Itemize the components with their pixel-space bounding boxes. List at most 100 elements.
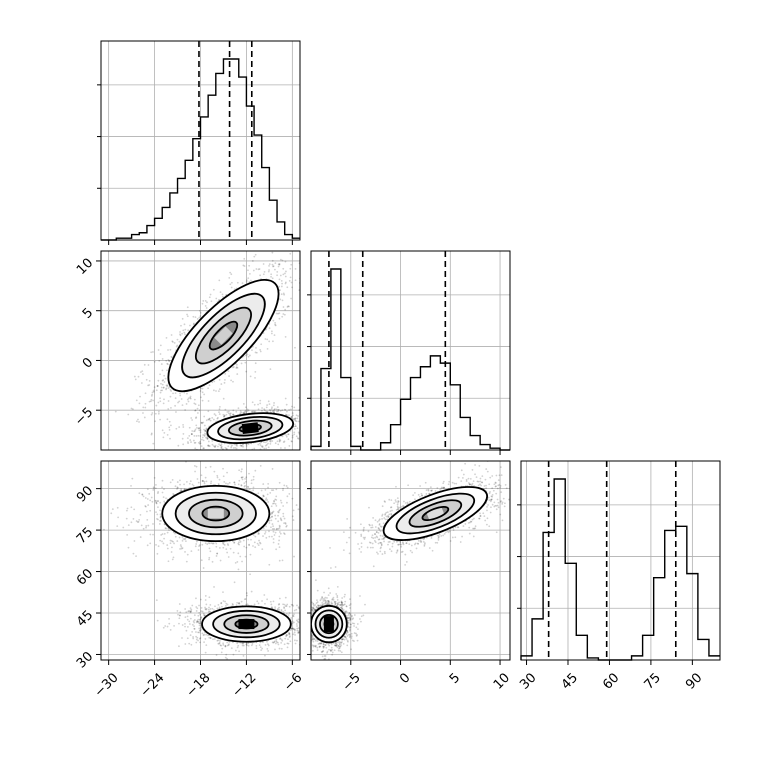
scatter-point — [149, 499, 152, 502]
scatter-point — [209, 293, 212, 296]
scatter-point — [292, 414, 294, 417]
scatter-point — [165, 387, 168, 390]
scatter-point — [244, 409, 247, 412]
scatter-point — [144, 402, 147, 405]
scatter-point — [195, 417, 197, 420]
scatter-point — [211, 381, 214, 384]
scatter-point — [218, 606, 221, 609]
scatter-point — [207, 418, 210, 421]
scatter-point — [286, 495, 289, 498]
scatter-point — [267, 400, 270, 403]
scatter-point — [323, 263, 325, 265]
scatter-point — [189, 480, 192, 483]
scatter-point — [234, 562, 237, 564]
scatter-point — [326, 225, 328, 227]
scatter-point — [208, 384, 211, 387]
scatter-point — [250, 538, 252, 541]
scatter-point — [147, 524, 150, 527]
scatter-point — [198, 409, 201, 412]
scatter-point — [249, 354, 251, 357]
scatter-point — [279, 298, 282, 301]
scatter-point — [193, 398, 196, 401]
scatter-point — [302, 549, 304, 551]
scatter-point — [258, 268, 261, 270]
scatter-point — [193, 322, 195, 325]
scatter-point — [195, 435, 198, 437]
scatter-point — [284, 260, 287, 263]
scatter-point — [230, 445, 233, 448]
contour-line — [217, 416, 284, 441]
scatter-point — [205, 428, 208, 431]
scatter-point — [265, 447, 268, 450]
scatter-point — [130, 484, 132, 487]
scatter-point — [198, 545, 200, 548]
scatter-point — [169, 395, 172, 398]
scatter-point — [134, 378, 137, 381]
scatter-point — [185, 560, 188, 563]
scatter-point — [294, 425, 297, 428]
scatter-point — [183, 488, 186, 491]
scatter-point — [186, 553, 189, 556]
scatter-point — [232, 409, 235, 412]
scatter-point — [186, 398, 189, 401]
scatter-point — [194, 441, 197, 444]
scatter-point — [249, 573, 251, 576]
scatter-point — [284, 308, 287, 311]
scatter-point — [157, 491, 160, 493]
scatter-point — [200, 421, 203, 424]
scatter-point — [232, 447, 235, 449]
scatter-point — [251, 410, 254, 413]
scatter-point — [188, 482, 191, 485]
scatter-point — [131, 408, 134, 411]
scatter-point — [240, 484, 243, 486]
scatter-point — [275, 527, 278, 530]
scatter-point — [283, 293, 286, 296]
scatter-point — [183, 331, 186, 334]
scatter-point — [262, 273, 265, 276]
scatter-point — [278, 440, 281, 443]
scatter-point — [218, 454, 220, 456]
scatter-point — [207, 445, 210, 447]
scatter-point — [194, 316, 197, 319]
scatter-point — [206, 437, 209, 440]
scatter-point — [160, 534, 163, 536]
scatter-point — [135, 555, 137, 558]
scatter-point — [194, 470, 196, 473]
scatter-point — [240, 444, 243, 447]
scatter-point — [301, 413, 303, 415]
scatter-point — [223, 381, 226, 384]
scatter-point — [125, 509, 128, 512]
scatter-point — [315, 418, 317, 420]
scatter-point — [291, 436, 294, 439]
scatter-point — [223, 415, 225, 418]
scatter-point — [219, 444, 222, 447]
scatter-point — [142, 527, 145, 530]
scatter-point — [274, 323, 276, 326]
scatter-point — [192, 484, 195, 487]
scatter-point — [159, 501, 162, 504]
scatter-point — [218, 379, 221, 381]
scatter-point — [235, 366, 238, 369]
scatter-point — [163, 431, 166, 434]
scatter-point — [220, 445, 223, 448]
scatter-point — [250, 479, 253, 482]
scatter-point — [202, 300, 205, 302]
scatter-point — [266, 440, 268, 442]
scatter-point — [239, 410, 242, 413]
scatter-point — [163, 381, 166, 383]
scatter-point — [172, 392, 174, 395]
scatter-point — [280, 293, 283, 296]
scatter-point — [302, 419, 304, 421]
scatter-point — [284, 397, 287, 400]
scatter-point — [203, 480, 206, 483]
scatter-point — [159, 344, 162, 347]
scatter-point — [224, 644, 227, 647]
scatter-point — [197, 404, 200, 407]
scatter-point — [165, 384, 168, 387]
scatter-point — [240, 476, 243, 479]
scatter-point — [139, 371, 142, 374]
scatter-point — [187, 441, 189, 443]
scatter-point — [277, 511, 280, 514]
scatter-point — [186, 392, 188, 395]
scatter-point — [220, 447, 223, 449]
